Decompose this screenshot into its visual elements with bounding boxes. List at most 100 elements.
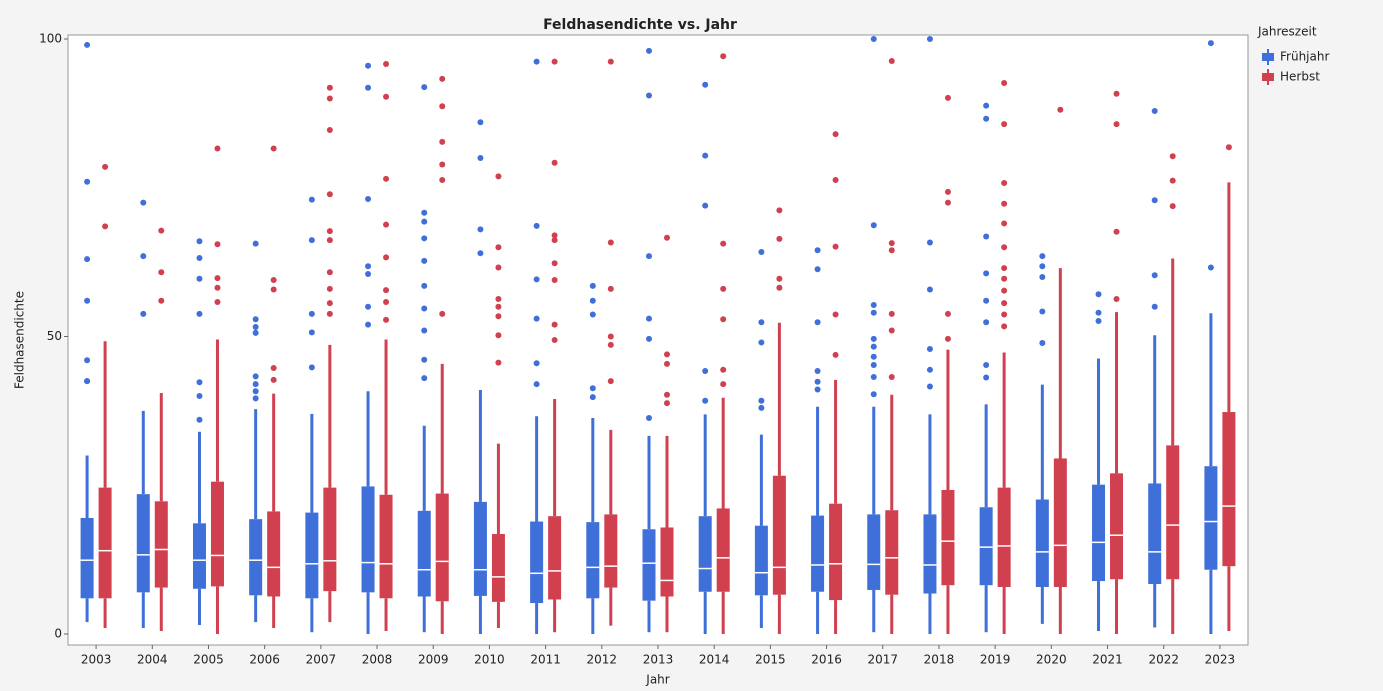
outlier [1039,263,1046,270]
outlier [926,35,933,42]
box [1204,466,1218,570]
outlier [252,329,259,336]
outlier [421,305,428,312]
outlier [252,323,259,330]
outlier [776,284,783,291]
x-tick-label: 2020 [1036,653,1067,667]
outlier [252,381,259,388]
box [1110,473,1124,580]
outlier [720,53,727,60]
outlier [439,310,446,317]
outlier [533,276,540,283]
outlier [870,222,877,229]
x-tick-label: 2006 [249,653,280,667]
box [249,519,263,596]
outlier [1169,153,1176,160]
outlier [1001,179,1008,186]
x-tick-label: 2022 [1148,653,1179,667]
outlier [308,364,315,371]
outlier [870,362,877,369]
outlier [832,351,839,358]
outlier [1207,40,1214,47]
box [361,486,375,593]
outlier [646,315,652,322]
outlier [814,247,821,254]
outlier [158,227,165,234]
outlier [84,378,91,385]
y-tick-label: 100 [39,31,62,45]
outlier [888,247,895,254]
outlier [758,319,765,326]
x-tick-label: 2008 [362,653,393,667]
outlier [308,196,315,203]
outlier [702,81,709,88]
outlier [1095,309,1102,316]
outlier [1151,107,1158,114]
box [642,529,656,601]
outlier [664,391,670,398]
outlier [421,218,428,225]
box [604,514,618,588]
box [473,501,487,596]
outlier [551,337,558,344]
outlier [720,381,727,388]
outlier [1001,275,1008,282]
x-tick-label: 2019 [980,653,1011,667]
outlier [944,335,951,342]
box [417,510,431,597]
outlier [1095,318,1102,325]
outlier [252,240,259,247]
outlier [495,332,502,339]
box [435,493,449,602]
outlier [102,163,109,170]
outlier [308,237,315,244]
outlier [944,188,951,195]
x-tick-label: 2013 [643,653,674,667]
outlier [252,316,259,323]
box [98,487,112,599]
x-tick-label: 2015 [755,653,786,667]
outlier [1095,291,1102,298]
outlier [607,341,614,348]
outlier [720,366,727,373]
outlier [832,177,839,184]
outlier [1039,253,1046,260]
outlier [1001,121,1008,128]
outlier [814,367,821,374]
outlier [832,131,839,138]
outlier [365,84,372,91]
outlier [1113,90,1120,97]
outlier [326,228,333,235]
outlier [383,221,390,228]
y-tick-label: 0 [54,626,62,640]
outlier [1169,177,1176,184]
outlier [533,360,540,367]
box [192,523,206,589]
box [811,515,825,592]
outlier [776,235,783,242]
outlier [926,383,933,390]
outlier [495,296,502,303]
outlier [252,395,259,402]
outlier [196,275,203,282]
outlier [758,339,765,346]
outlier [270,376,277,383]
outlier [214,298,221,305]
outlier [870,353,877,360]
outlier [326,127,333,134]
x-tick-label: 2010 [474,653,505,667]
outlier [252,373,259,380]
outlier [252,388,259,395]
box [530,521,544,604]
outlier [646,47,652,54]
outlier [326,300,333,307]
outlier [551,237,558,244]
outlier [926,286,933,293]
outlier [870,335,877,342]
outlier [421,209,428,216]
outlier [326,269,333,276]
outlier [84,297,91,304]
outlier [832,311,839,318]
outlier [664,234,670,241]
outlier [589,394,596,401]
